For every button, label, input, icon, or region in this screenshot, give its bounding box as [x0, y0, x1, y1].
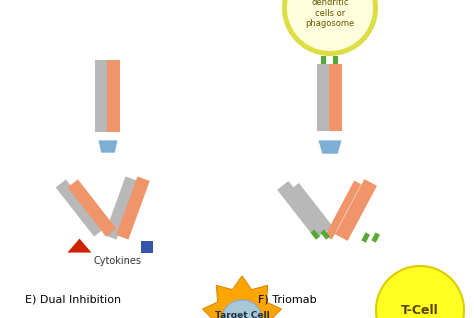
Text: T-Cell: T-Cell [401, 303, 439, 316]
Bar [318, 64, 330, 112]
Bar [277, 181, 327, 239]
Polygon shape [98, 140, 118, 153]
Bar [335, 179, 377, 241]
Bar [321, 56, 327, 64]
Bar [318, 105, 330, 131]
Bar [95, 60, 109, 112]
Bar [116, 176, 150, 239]
Text: NK Cells or
dendritic
cells or
phagosome: NK Cells or dendritic cells or phagosome [305, 0, 355, 28]
Bar [325, 181, 361, 239]
Circle shape [376, 266, 464, 318]
Bar [310, 230, 320, 240]
Bar [329, 64, 343, 112]
Bar [95, 104, 109, 132]
Bar [361, 232, 370, 243]
Bar [141, 241, 153, 253]
Text: Cytokines: Cytokines [93, 256, 141, 266]
Circle shape [282, 0, 378, 56]
Bar [104, 176, 138, 239]
Bar [320, 230, 330, 240]
Text: Target Cell: Target Cell [215, 312, 269, 318]
Bar [68, 179, 116, 237]
Polygon shape [202, 276, 282, 318]
Bar [329, 105, 343, 131]
Bar [334, 56, 338, 64]
Polygon shape [67, 238, 91, 252]
Polygon shape [318, 140, 342, 154]
Text: F) Triomab: F) Triomab [258, 295, 317, 305]
Text: E) Dual Inhibition: E) Dual Inhibition [25, 295, 121, 305]
Bar [108, 60, 120, 112]
Ellipse shape [223, 300, 261, 318]
Bar [293, 183, 337, 237]
Bar [108, 104, 120, 132]
Circle shape [287, 0, 373, 51]
Bar [55, 179, 104, 237]
Bar [371, 232, 380, 243]
